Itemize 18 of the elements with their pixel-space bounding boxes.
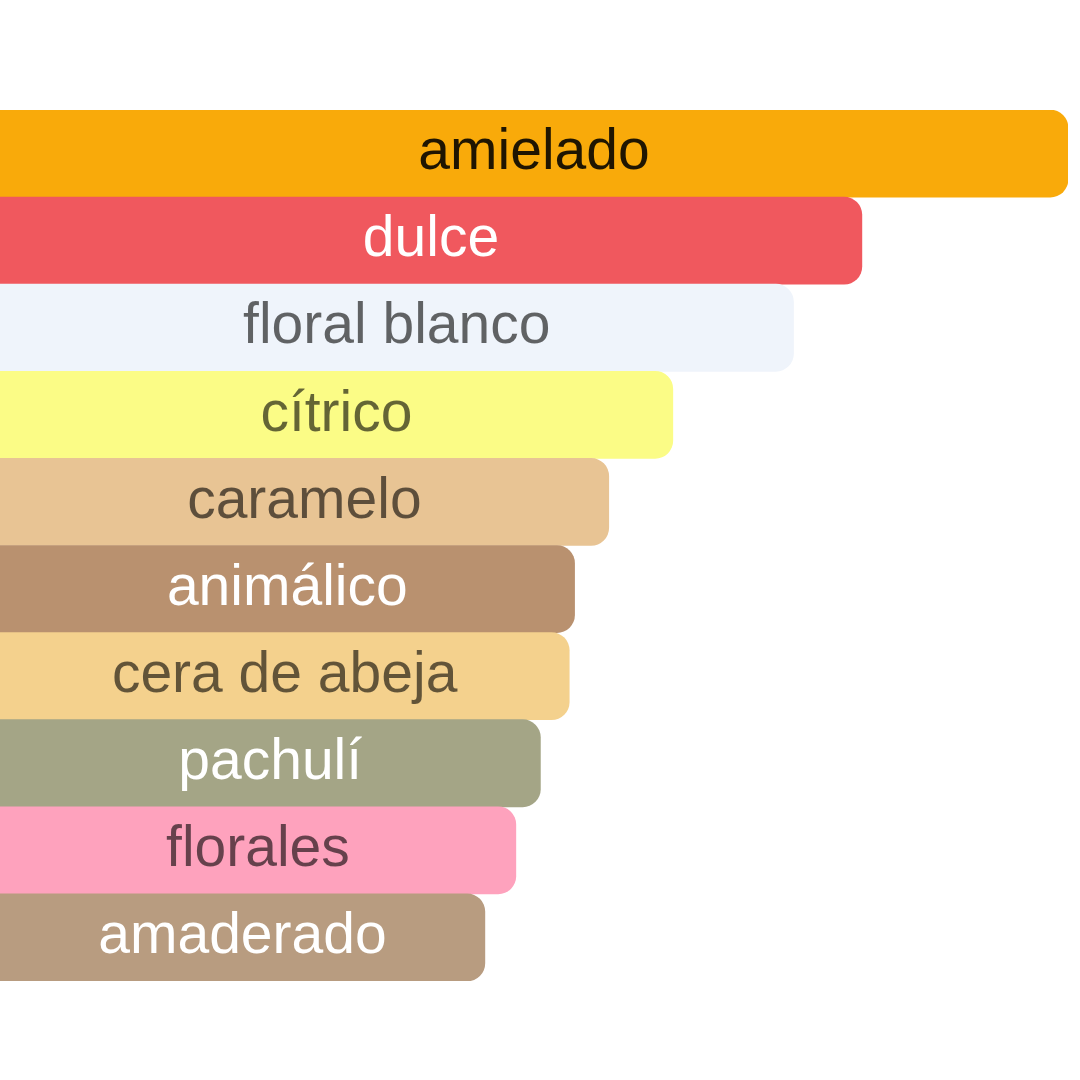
bar	[0, 196, 863, 285]
bar	[0, 283, 794, 372]
bar	[0, 458, 610, 546]
y-tick-label: florales	[166, 814, 350, 879]
y-tick-label: floral blanco	[243, 291, 551, 356]
y-tick-label: amielado	[418, 117, 650, 182]
y-tick-label: cera de abeja	[111, 639, 458, 704]
bar	[0, 719, 541, 808]
y-tick-label: pachulí	[178, 726, 363, 791]
bar	[0, 370, 674, 459]
bar	[0, 806, 517, 895]
bar	[0, 110, 1068, 198]
bar	[0, 545, 575, 633]
y-tick-label: caramelo	[187, 465, 422, 530]
y-tick-label: amaderado	[98, 901, 387, 966]
y-tick-label: dulce	[362, 204, 500, 269]
y-tick-label: animálico	[166, 552, 408, 617]
y-tick-label: cítrico	[260, 378, 413, 443]
